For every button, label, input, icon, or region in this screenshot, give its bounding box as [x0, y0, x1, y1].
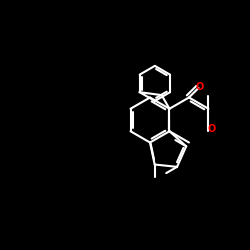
Text: O: O	[207, 124, 216, 134]
Text: O: O	[196, 82, 204, 92]
